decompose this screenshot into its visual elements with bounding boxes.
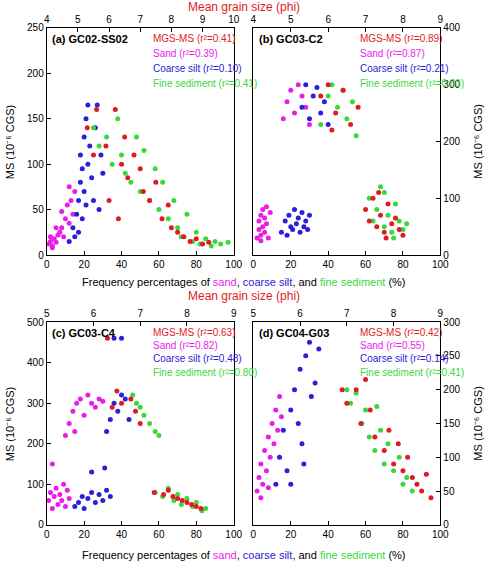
svg-text:80: 80 [191,259,203,270]
svg-text:(c) GC03-C4: (c) GC03-C4 [52,327,116,339]
svg-text:9: 9 [438,308,444,319]
svg-text:20: 20 [79,259,91,270]
svg-text:7: 7 [363,14,369,25]
svg-text:6: 6 [325,14,331,25]
svg-text:0: 0 [251,259,257,270]
svg-text:MS (10⁻⁶ CGS): MS (10⁻⁶ CGS) [472,386,484,461]
svg-text:6: 6 [297,308,303,319]
svg-text:MGS-MS (r²=0.63): MGS-MS (r²=0.63) [153,327,236,338]
svg-text:5: 5 [251,308,257,319]
svg-text:Coarse silt (r²=0.14): Coarse silt (r²=0.14) [360,353,449,364]
svg-text:200: 200 [443,384,460,395]
svg-text:40: 40 [323,529,335,540]
svg-text:150: 150 [27,113,44,124]
svg-text:Mean grain size (phi): Mean grain size (phi) [188,0,300,14]
svg-text:Frequency percentages of sand,: Frequency percentages of sand, coarse si… [82,549,406,561]
svg-text:7: 7 [344,308,350,319]
svg-text:100: 100 [225,529,242,540]
svg-text:40: 40 [116,529,128,540]
svg-text:20: 20 [285,529,297,540]
svg-text:80: 80 [397,259,409,270]
svg-text:(a) GC02-SS02: (a) GC02-SS02 [52,33,128,45]
svg-text:400: 400 [27,357,44,368]
svg-text:MS (10⁻⁶ CGS): MS (10⁻⁶ CGS) [4,105,16,180]
svg-text:60: 60 [153,529,165,540]
svg-text:(d) GC04-G03: (d) GC04-G03 [259,327,329,339]
svg-text:8: 8 [184,308,190,319]
svg-text:Mean grain size (phi): Mean grain size (phi) [188,289,300,303]
svg-text:0: 0 [443,519,449,530]
svg-text:MGS-MS (r²=0.89): MGS-MS (r²=0.89) [360,33,443,44]
svg-text:400: 400 [443,22,460,33]
svg-text:Fine sediment (r²=0.41): Fine sediment (r²=0.41) [360,367,464,378]
svg-text:6: 6 [91,308,97,319]
svg-text:100: 100 [27,159,44,170]
svg-text:40: 40 [323,259,335,270]
svg-text:100: 100 [225,259,242,270]
svg-text:8: 8 [391,308,397,319]
svg-text:MGS-MS (r²=0.41): MGS-MS (r²=0.41) [153,33,236,44]
svg-text:0: 0 [38,250,44,261]
svg-text:Sand (r²=0.87): Sand (r²=0.87) [360,48,425,59]
svg-text:0: 0 [44,259,50,270]
svg-text:60: 60 [153,259,165,270]
svg-text:Fine sediment (r²=0.41): Fine sediment (r²=0.41) [153,78,257,89]
svg-text:200: 200 [27,68,44,79]
svg-text:20: 20 [79,529,91,540]
svg-text:60: 60 [360,529,372,540]
svg-text:8: 8 [400,14,406,25]
svg-text:300: 300 [443,317,460,328]
svg-text:200: 200 [27,438,44,449]
svg-text:10: 10 [228,14,240,25]
svg-text:5: 5 [44,308,50,319]
svg-text:9: 9 [231,308,237,319]
svg-text:8: 8 [169,14,175,25]
svg-text:0: 0 [38,519,44,530]
svg-text:500: 500 [27,317,44,328]
svg-text:50: 50 [33,204,45,215]
svg-text:250: 250 [27,22,44,33]
svg-text:50: 50 [443,486,455,497]
svg-text:MGS-MS (r²=0.42): MGS-MS (r²=0.42) [360,327,443,338]
svg-text:40: 40 [116,259,128,270]
svg-text:150: 150 [443,418,460,429]
svg-text:100: 100 [443,452,460,463]
svg-text:6: 6 [106,14,112,25]
svg-text:250: 250 [443,350,460,361]
svg-text:(b) GC03-C2: (b) GC03-C2 [259,33,323,45]
svg-text:300: 300 [443,79,460,90]
svg-text:7: 7 [137,14,143,25]
svg-text:Coarse silt (r²=0.10): Coarse silt (r²=0.10) [153,63,242,74]
svg-text:100: 100 [27,479,44,490]
svg-text:7: 7 [137,308,143,319]
svg-text:Coarse silt (r²=0.21): Coarse silt (r²=0.21) [360,63,449,74]
svg-text:20: 20 [285,259,297,270]
svg-text:9: 9 [438,14,444,25]
svg-text:Sand (r²=0.39): Sand (r²=0.39) [153,48,218,59]
svg-text:Sand (r²=0.82): Sand (r²=0.82) [153,340,218,351]
svg-text:Frequency percentages of sand,: Frequency percentages of sand, coarse si… [82,276,406,288]
svg-text:Coarse silt (r²=0.48): Coarse silt (r²=0.48) [153,353,242,364]
svg-text:Fine sediment (r²=0.83): Fine sediment (r²=0.83) [360,78,464,89]
svg-text:MS (10⁻⁶ CGS): MS (10⁻⁶ CGS) [4,387,16,462]
svg-text:0: 0 [443,250,449,261]
svg-text:60: 60 [360,259,372,270]
svg-text:5: 5 [75,14,81,25]
svg-text:200: 200 [443,136,460,147]
svg-text:100: 100 [443,193,460,204]
svg-text:80: 80 [397,529,409,540]
svg-text:5: 5 [288,14,294,25]
svg-text:9: 9 [200,14,206,25]
svg-text:4: 4 [251,14,257,25]
svg-text:0: 0 [251,529,257,540]
svg-text:300: 300 [27,398,44,409]
svg-text:4: 4 [44,14,50,25]
svg-text:0: 0 [44,529,50,540]
svg-text:100: 100 [432,529,449,540]
svg-text:80: 80 [191,529,203,540]
svg-text:MS (10⁻⁶ CGS): MS (10⁻⁶ CGS) [472,104,484,179]
svg-text:Sand (r²=0.55): Sand (r²=0.55) [360,340,425,351]
svg-text:100: 100 [432,259,449,270]
svg-text:Fine sediment (r²=0.80): Fine sediment (r²=0.80) [153,367,257,378]
